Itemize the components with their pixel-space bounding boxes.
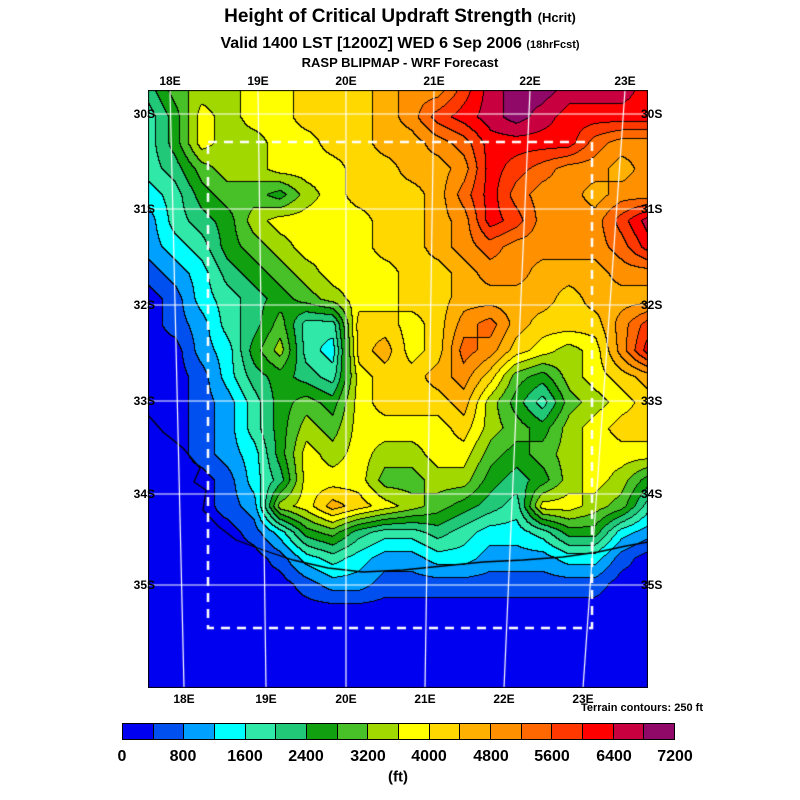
colorbar-segment-17 <box>643 724 675 739</box>
lon-label-top-21e: 21E <box>423 74 445 88</box>
lon-label-bottom-18e: 18E <box>173 692 195 706</box>
lat-label-left-33s: 33S <box>133 394 155 408</box>
page-title: Height of Critical Updraft Strength (Hcr… <box>0 6 800 29</box>
colorbar-segment-11 <box>459 724 491 739</box>
lat-label-right-33s: 33S <box>641 394 663 408</box>
colorbar-segment-9 <box>398 724 429 739</box>
colorbar-tick-1600: 1600 <box>227 748 263 765</box>
colorbar-segment-14 <box>551 724 583 739</box>
valid-text: Valid 1400 LST [1200Z] WED 6 Sep 2006 <box>220 35 522 52</box>
lat-label-right-30s: 30S <box>641 107 663 121</box>
colorbar-tick-3200: 3200 <box>350 748 386 765</box>
colorbar-unit-label: (ft) <box>388 768 408 786</box>
colorbar <box>122 723 675 740</box>
colorbar-segment-6 <box>306 724 337 739</box>
lon-label-top-22e: 22E <box>519 74 541 88</box>
forecast-map <box>148 90 648 688</box>
terrain-contours-note: Terrain contours: 250 ft <box>580 702 703 714</box>
colorbar-segment-8 <box>367 724 399 739</box>
lon-label-bottom-19e: 19E <box>255 692 277 706</box>
lon-label-bottom-20e: 20E <box>335 692 357 706</box>
lon-label-bottom-23e: 23E <box>572 692 594 706</box>
title-parameter-abbrev: (Hcrit) <box>537 10 576 25</box>
colorbar-segment-1 <box>152 724 184 739</box>
lat-label-right-31s: 31S <box>641 202 663 216</box>
colorbar-tick-2400: 2400 <box>288 748 324 765</box>
model-line: RASP BLIPMAP - WRF Forecast <box>301 55 499 70</box>
forecast-hour: (18hrFcst) <box>526 39 580 51</box>
colorbar-segment-10 <box>428 724 460 739</box>
lon-label-top-19e: 19E <box>247 74 269 88</box>
lon-label-top-18e: 18E <box>159 74 181 88</box>
colorbar-tick-7200: 7200 <box>657 748 693 765</box>
colorbar-segment-0 <box>123 724 153 739</box>
lat-label-left-35s: 35S <box>133 578 155 592</box>
lon-label-bottom-21e: 21E <box>414 692 436 706</box>
lon-label-bottom-22e: 22E <box>493 692 515 706</box>
lat-label-right-35s: 35S <box>641 578 663 592</box>
lat-label-right-32s: 32S <box>641 298 663 312</box>
colorbar-segment-16 <box>612 724 644 739</box>
lon-label-top-20e: 20E <box>335 74 357 88</box>
colorbar-segment-13 <box>520 724 552 739</box>
colorbar-tick-6400: 6400 <box>596 748 632 765</box>
lat-label-left-31s: 31S <box>133 202 155 216</box>
colorbar-tick-4000: 4000 <box>411 748 447 765</box>
colorbar-segment-4 <box>244 724 276 739</box>
lat-label-left-32s: 32S <box>133 298 155 312</box>
lon-label-top-23e: 23E <box>614 74 636 88</box>
colorbar-tick-0: 0 <box>117 748 127 765</box>
colorbar-segment-5 <box>275 724 307 739</box>
valid-time-line: Valid 1400 LST [1200Z] WED 6 Sep 2006 (1… <box>0 35 800 54</box>
colorbar-segment-15 <box>582 724 613 739</box>
colorbar-tick-5600: 5600 <box>534 748 570 765</box>
colorbar-segment-12 <box>490 724 521 739</box>
colorbar-tick-4800: 4800 <box>473 748 509 765</box>
lat-label-left-34s: 34S <box>133 487 155 501</box>
title-text: Height of Critical Updraft Strength <box>224 6 533 27</box>
colorbar-segment-3 <box>214 724 245 739</box>
colorbar-tick-800: 800 <box>169 748 197 765</box>
lat-label-right-34s: 34S <box>641 487 663 501</box>
colorbar-segment-7 <box>336 724 368 739</box>
colorbar-segment-2 <box>183 724 215 739</box>
lat-label-left-30s: 30S <box>133 107 155 121</box>
